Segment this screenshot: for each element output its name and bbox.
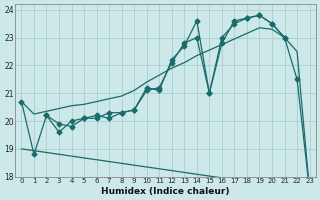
X-axis label: Humidex (Indice chaleur): Humidex (Indice chaleur) [101,187,230,196]
